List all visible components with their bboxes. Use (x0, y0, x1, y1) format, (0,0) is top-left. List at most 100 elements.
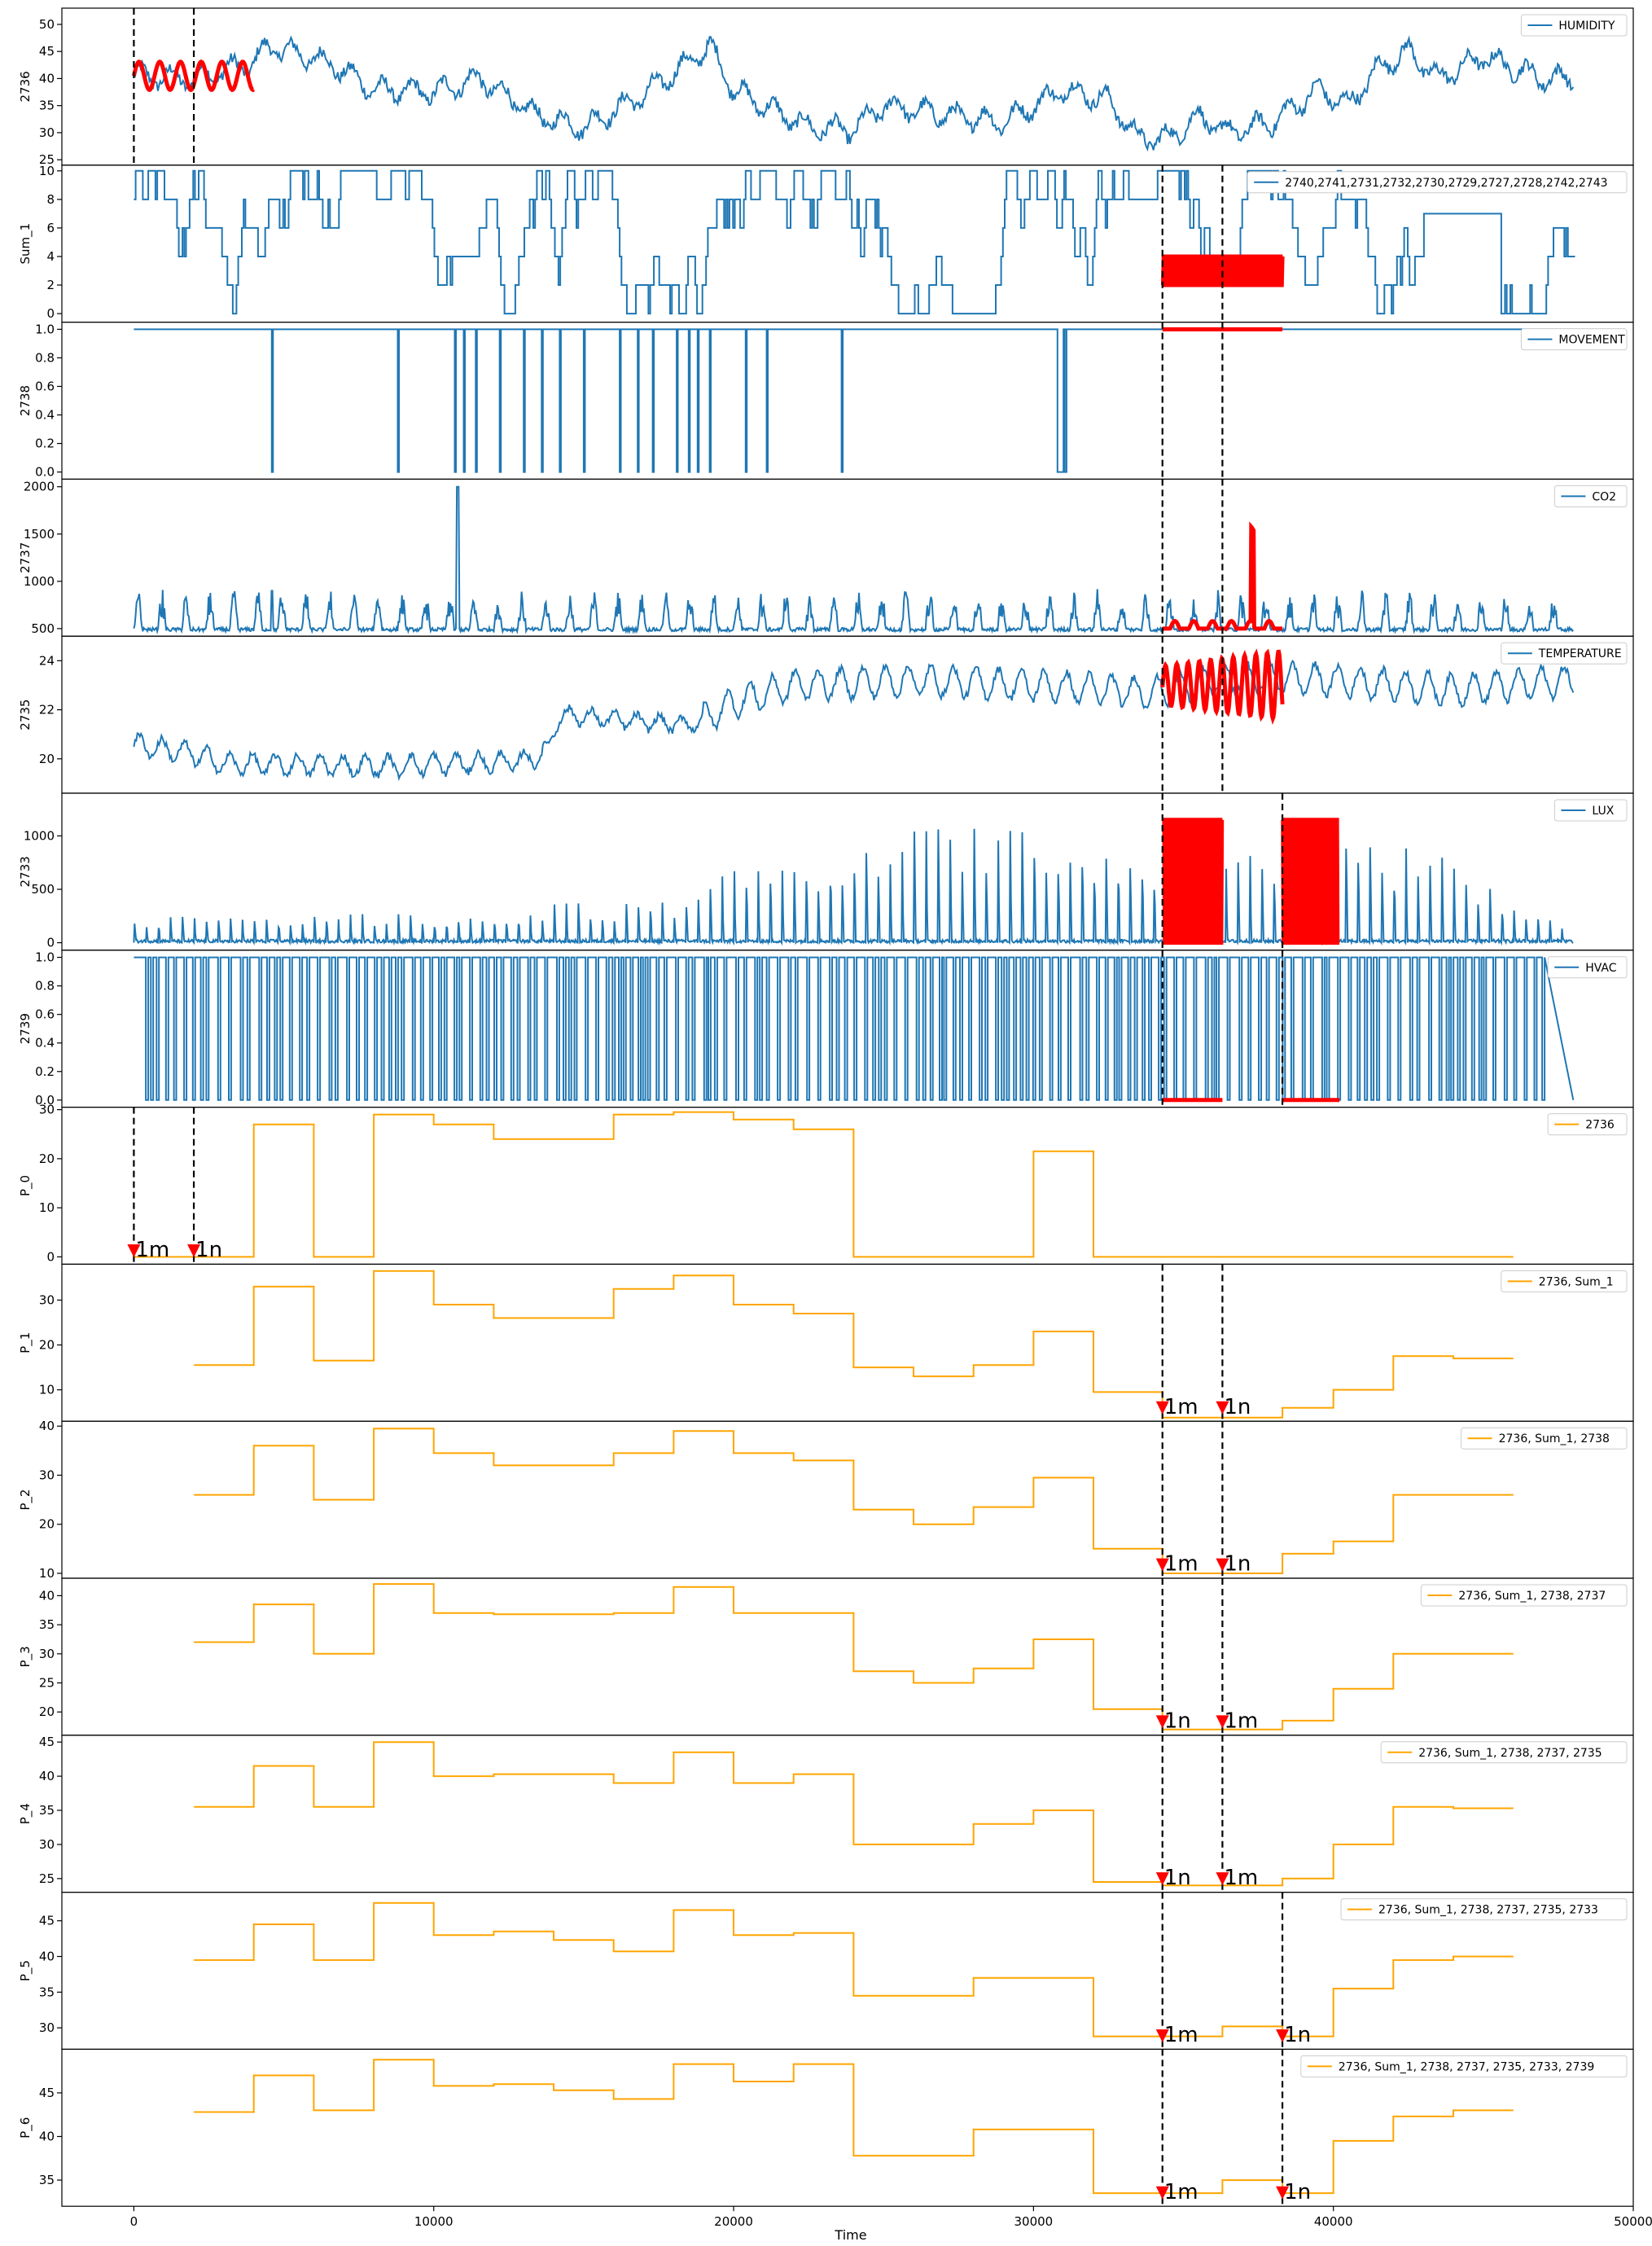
legend-box (1501, 1270, 1628, 1292)
ytick-label: 0.4 (35, 1036, 55, 1051)
legend-box (1461, 1427, 1628, 1450)
signal-line (134, 328, 1574, 473)
xtick-label: 0 (130, 2214, 138, 2229)
marker-label: 1m (1164, 2180, 1198, 2204)
ytick-label: 0.6 (35, 379, 55, 393)
ytick-label: 30 (39, 1292, 55, 1307)
ytick-label: 35 (39, 1985, 55, 1999)
y-axis-label: P_6 (18, 2117, 33, 2139)
red-triangle-marker (1276, 2029, 1290, 2042)
xtick-label: 50000 (1614, 2214, 1652, 2229)
ytick-label: 20 (39, 1704, 55, 1719)
ytick-label: 24 (39, 653, 55, 668)
y-axis-label: 2738 (18, 385, 33, 416)
panel-7-plot (134, 956, 1575, 1103)
y-axis-label: P_2 (18, 1489, 33, 1511)
legend-label: 2740,2741,2731,2732,2730,2729,2727,2728,… (1285, 177, 1607, 190)
ytick-label: 1000 (24, 574, 55, 589)
ytick-label: 35 (39, 1617, 55, 1632)
ytick-label: 40 (39, 71, 55, 86)
red-triangle-marker (1155, 2186, 1169, 2200)
panel-6-plot (133, 818, 1574, 946)
panel-14: 1m 1n 35 40 45 P_6 2736, Sum_1, 2738, 2737, 27… (18, 2048, 1634, 2207)
ytick-label: 1500 (24, 527, 55, 542)
marker-label: 1m (1224, 1866, 1258, 1890)
ytick-label: 10 (39, 164, 55, 178)
y-axis-label: P_5 (18, 1960, 33, 1981)
ytick-label: 0.8 (35, 979, 55, 994)
panel-3: 0.0 0.2 0.4 0.6 0.8 1.0 2738 MOVEMENT (18, 322, 1634, 480)
xtick-label: 10000 (414, 2214, 454, 2229)
highlight-segment (1162, 818, 1225, 945)
highlight-segment (1281, 818, 1340, 945)
panel-13: 1m 1n 30 35 40 45 P_5 2736, Sum_1, 2738, 2737, … (18, 1892, 1634, 2051)
marker-label: 1n (1224, 1552, 1251, 1577)
y-axis-label: P_3 (18, 1646, 33, 1667)
marker-label: 1m (135, 1238, 169, 1262)
ytick-label: 2 (46, 278, 55, 292)
panel-11: 1n 1m 20 25 30 35 40 P_3 2736, Sum_1, 2738, 2737 (18, 1577, 1634, 1736)
step-line (194, 1902, 1514, 2038)
panel-9-plot (194, 1270, 1514, 1419)
ytick-label: 500 (31, 882, 55, 897)
legend-label: MOVEMENT (1558, 334, 1625, 347)
marker-label: 1n (1224, 1395, 1251, 1419)
panels: 2530354045502736HUMIDITY0246810Sum_12740… (18, 7, 1634, 2207)
legend-label: 2736, Sum_1, 2738, 2737 (1458, 1590, 1606, 1603)
y-axis-label: 2739 (18, 1013, 33, 1044)
ytick-label: 500 (31, 621, 55, 636)
legend-box (1520, 14, 1628, 37)
ytick-label: 40 (39, 2130, 55, 2144)
panel-11-plot (194, 1583, 1514, 1731)
ytick-label: 20 (39, 1517, 55, 1532)
y-axis-label: P_0 (18, 1175, 33, 1196)
panel-14-plot (194, 2059, 1514, 2195)
ytick-label: 45 (39, 1914, 55, 1928)
legend-label: CO2 (1592, 490, 1616, 503)
legend-box (1547, 1113, 1628, 1136)
panel-10-plot (194, 1428, 1514, 1574)
ytick-label: 1000 (24, 828, 55, 843)
marker-label: 1m (1164, 2023, 1198, 2047)
red-triangle-marker (1216, 1872, 1229, 1886)
legend-label: HVAC (1585, 962, 1617, 975)
marker-label: 1n (1284, 2023, 1311, 2047)
panel-2: 0 2 4 6 8 10 Sum_1 2740,2741,2731,2732,2730,272… (18, 164, 1634, 323)
ytick-label: 25 (39, 1676, 55, 1691)
ytick-label: 30 (39, 1103, 55, 1117)
y-axis-label: 2735 (18, 700, 33, 730)
red-triangle-marker (1276, 2186, 1290, 2200)
ytick-label: 0.8 (35, 350, 55, 365)
ytick-label: 8 (46, 192, 55, 207)
ytick-label: 20 (39, 752, 55, 766)
x-axis-label: Time (834, 2227, 866, 2243)
ytick-label: 10 (39, 1200, 55, 1215)
red-triangle-marker (1216, 1401, 1229, 1415)
panel-1: 25 30 35 40 45 50 2736 HUMIDITY (18, 7, 1634, 167)
legend-label: TEMPERATURE (1538, 647, 1622, 660)
ytick-label: 45 (39, 1735, 55, 1749)
ytick-label: 20 (39, 1152, 55, 1166)
legend-label: 2736, Sum_1, 2738, 2737, 2735, 2733, 273… (1339, 2060, 1594, 2073)
marker-label: 1n (1164, 1709, 1191, 1733)
ytick-label: 22 (39, 703, 55, 717)
ytick-label: 0.0 (35, 1093, 55, 1108)
ytick-label: 4 (46, 249, 55, 264)
ytick-label: 0.4 (35, 408, 55, 423)
marker-label: 1n (195, 1238, 222, 1262)
panel-13-plot (194, 1902, 1514, 2038)
ytick-label: 1.0 (35, 322, 55, 336)
ytick-label: 40 (39, 1769, 55, 1783)
red-triangle-marker (1155, 1401, 1169, 1415)
ytick-label: 10 (39, 1383, 55, 1397)
red-triangle-marker (1155, 1872, 1169, 1886)
marker-label: 1m (1164, 1395, 1198, 1419)
signal-line (133, 35, 1575, 152)
panel-frame (61, 2048, 1634, 2207)
ytick-label: 30 (39, 1837, 55, 1852)
panel-12: 1n 1m 25 30 35 40 45 P_4 2736, Sum_1, 2738, 2737… (18, 1735, 1634, 1893)
ytick-label: 6 (46, 221, 55, 235)
ytick-label: 0 (46, 1249, 55, 1264)
signal-line (134, 956, 1575, 1101)
y-axis-label: P_4 (18, 1803, 33, 1824)
